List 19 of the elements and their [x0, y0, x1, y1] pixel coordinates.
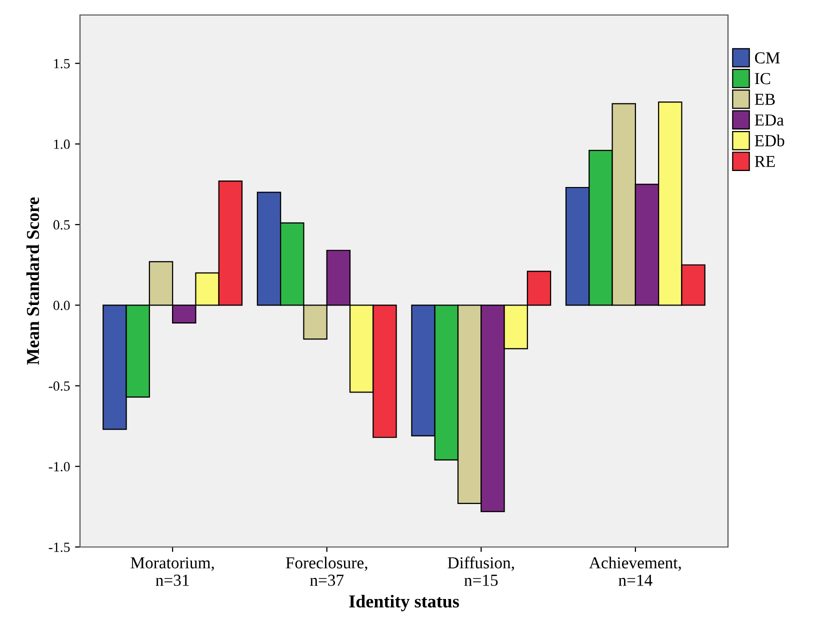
- y-tick-label: -0.5: [48, 381, 70, 391]
- legend-label: CM: [755, 52, 780, 64]
- y-tick-label: 0.0: [53, 300, 70, 310]
- y-tick-label: 0.5: [53, 220, 70, 230]
- y-tick-label: 1.0: [54, 140, 70, 149]
- x-tick-label: Achievement, n=14: [589, 556, 681, 586]
- legend-label: IC: [754, 73, 770, 84]
- y-axis-title: Mean Standard Score: [26, 197, 40, 365]
- legend-label: EDa: [754, 114, 784, 126]
- y-tick-label: -1.5: [48, 542, 70, 552]
- legend-label: RE: [754, 156, 775, 167]
- x-axis-title: Identity status: [349, 594, 459, 612]
- legend-label: EDb: [754, 134, 784, 146]
- x-tick-label: Diffusion, n=15: [448, 556, 514, 586]
- x-tick-label: Foreclosure, n=37: [286, 556, 368, 586]
- y-tick-label: -1.0: [48, 462, 70, 472]
- y-tick-label: 1.5: [54, 59, 70, 68]
- legend-label: EB: [754, 94, 775, 105]
- x-tick-label: Moratorium, n=31: [130, 557, 214, 586]
